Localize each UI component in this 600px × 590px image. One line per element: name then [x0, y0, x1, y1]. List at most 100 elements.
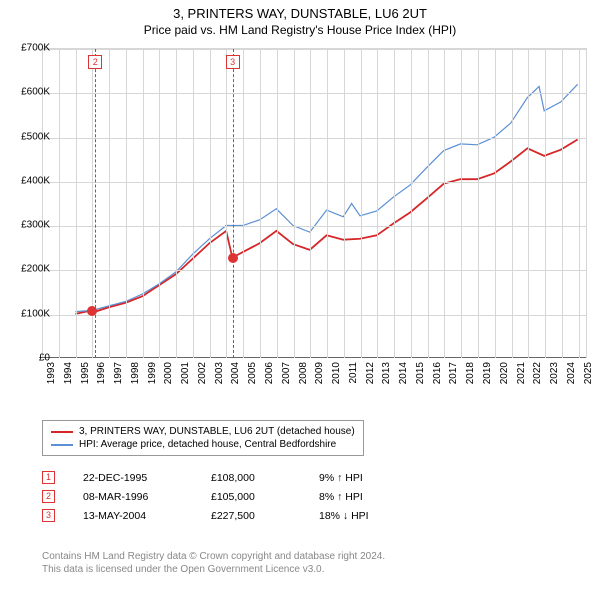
legend-swatch [51, 431, 73, 433]
x-axis-label: 2023 [549, 362, 560, 384]
gridline-v [277, 49, 278, 358]
x-axis-label: 2025 [583, 362, 594, 384]
chart-title: 3, PRINTERS WAY, DUNSTABLE, LU6 2UT [0, 0, 600, 21]
event-row: 313-MAY-2004£227,50018% ↓ HPI [42, 506, 369, 525]
event-line-2 [95, 49, 96, 358]
x-axis-label: 2006 [264, 362, 275, 384]
event-row: 1 22-DEC-1995 £108,000 9% ↑ HPI [42, 468, 369, 487]
gridline-v [226, 49, 227, 358]
event-line-3 [233, 49, 234, 358]
x-axis-label: 2001 [180, 362, 191, 384]
gridline-v [528, 49, 529, 358]
gridline-v [143, 49, 144, 358]
event-date: 22-DEC-1995 [83, 472, 183, 484]
gridline-v [377, 49, 378, 358]
event-delta: 9% ↑ HPI [319, 472, 363, 484]
x-axis-label: 2024 [566, 362, 577, 384]
chart-footer: Contains HM Land Registry data © Crown c… [42, 550, 385, 576]
x-axis-label: 2021 [516, 362, 527, 384]
gridline-v [461, 49, 462, 358]
x-axis-label: 2015 [415, 362, 426, 384]
event-date: 13-MAY-2004 [83, 510, 183, 522]
x-axis-label: 2018 [465, 362, 476, 384]
y-axis-label: £700K [21, 43, 50, 54]
x-axis-label: 1995 [80, 362, 91, 384]
gridline-v [478, 49, 479, 358]
legend-swatch [51, 444, 73, 446]
gridline-v [294, 49, 295, 358]
gridline-v [428, 49, 429, 358]
gridline-h [42, 270, 586, 271]
gridline-v [126, 49, 127, 358]
gridline-v [545, 49, 546, 358]
x-axis-label: 2013 [381, 362, 392, 384]
y-axis-label: £300K [21, 220, 50, 231]
legend-item: 3, PRINTERS WAY, DUNSTABLE, LU6 2UT (det… [51, 425, 355, 438]
gridline-v [579, 49, 580, 358]
x-axis-label: 2020 [499, 362, 510, 384]
x-axis-label: 2014 [398, 362, 409, 384]
gridline-h [42, 93, 586, 94]
x-axis-label: 1999 [147, 362, 158, 384]
gridline-h [42, 182, 586, 183]
x-axis-label: 2008 [298, 362, 309, 384]
x-axis-label: 2000 [163, 362, 174, 384]
gridline-v [210, 49, 211, 358]
x-axis-label: 2017 [448, 362, 459, 384]
gridline-v [193, 49, 194, 358]
gridline-v [344, 49, 345, 358]
x-axis-label: 1997 [113, 362, 124, 384]
gridline-v [59, 49, 60, 358]
y-axis-label: £200K [21, 264, 50, 275]
gridline-v [394, 49, 395, 358]
x-axis-label: 2016 [432, 362, 443, 384]
events-table: 1 22-DEC-1995 £108,000 9% ↑ HPI 2 08-MAR-1996… [42, 468, 369, 525]
gridline-v [176, 49, 177, 358]
x-axis-label: 2005 [247, 362, 258, 384]
gridline-v [76, 49, 77, 358]
chart-subtitle: Price paid vs. HM Land Registry's House … [0, 21, 600, 37]
x-axis-label: 2004 [230, 362, 241, 384]
event-price: £105,000 [211, 491, 291, 503]
gridline-h [42, 49, 586, 50]
event-price: £108,000 [211, 472, 291, 484]
x-axis-label: 1993 [46, 362, 57, 384]
footer-line-1: Contains HM Land Registry data © Crown c… [42, 550, 385, 563]
gridline-v [109, 49, 110, 358]
event-flag-2: 2 [88, 55, 102, 69]
x-axis-label: 1998 [130, 362, 141, 384]
event-delta: 8% ↑ HPI [319, 491, 363, 503]
event-price: £227,500 [211, 510, 291, 522]
gridline-v [512, 49, 513, 358]
x-axis-label: 2022 [532, 362, 543, 384]
gridline-v [260, 49, 261, 358]
gridline-v [444, 49, 445, 358]
gridline-h [42, 226, 586, 227]
gridline-h [42, 315, 586, 316]
y-axis-label: £100K [21, 308, 50, 319]
chart-legend: 3, PRINTERS WAY, DUNSTABLE, LU6 2UT (det… [42, 420, 364, 456]
x-axis-label: 2012 [365, 362, 376, 384]
event-row: 2 08-MAR-1996 £105,000 8% ↑ HPI [42, 487, 369, 506]
event-date: 08-MAR-1996 [83, 491, 183, 503]
y-axis-label: £600K [21, 87, 50, 98]
x-axis-label: 2003 [214, 362, 225, 384]
gridline-v [495, 49, 496, 358]
event-flag-3: 3 [226, 55, 240, 69]
chart-series [42, 49, 586, 358]
chart-plot-area: 23 [42, 48, 587, 358]
gridline-v [243, 49, 244, 358]
event-num-box: 1 [42, 471, 55, 484]
x-axis-label: 2009 [314, 362, 325, 384]
y-axis-label: £400K [21, 175, 50, 186]
gridline-v [562, 49, 563, 358]
x-axis-label: 1994 [63, 362, 74, 384]
x-axis-label: 2019 [482, 362, 493, 384]
x-axis-label: 2011 [348, 362, 359, 384]
y-axis-label: £500K [21, 131, 50, 142]
event-num-box: 2 [42, 490, 55, 503]
gridline-v [411, 49, 412, 358]
x-axis-label: 2010 [331, 362, 342, 384]
event-marker-3 [228, 253, 238, 263]
x-axis-label: 2007 [281, 362, 292, 384]
